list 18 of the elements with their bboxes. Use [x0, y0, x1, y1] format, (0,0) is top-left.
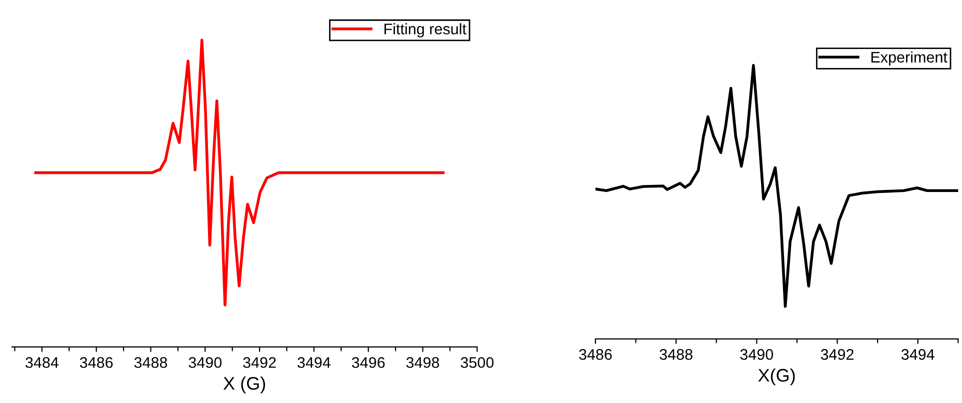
x-tick-label: 3492 [243, 357, 276, 368]
x-tick-label: 3496 [352, 357, 385, 368]
x-axis-title: X(G) [758, 368, 795, 386]
x-tick-label: 3488 [660, 349, 692, 360]
x-tick-label: 3498 [406, 357, 440, 368]
x-tick-label: 3490 [188, 357, 222, 368]
legend-label: Fitting result [384, 23, 466, 38]
x-tick-label: 3494 [901, 349, 934, 360]
x-tick-label: 3484 [26, 357, 58, 368]
x-tick-label: 3490 [740, 349, 774, 360]
x-tick-label: 3494 [298, 357, 330, 368]
x-tick-label: 3500 [460, 357, 494, 368]
x-tick-label: 3486 [579, 349, 612, 360]
x-axis-title: X (G) [223, 376, 266, 394]
x-tick-label: 3488 [134, 357, 168, 368]
x-tick-label: 3486 [80, 357, 113, 368]
legend-label: Experiment [871, 51, 948, 66]
x-tick-label: 3492 [820, 349, 854, 360]
